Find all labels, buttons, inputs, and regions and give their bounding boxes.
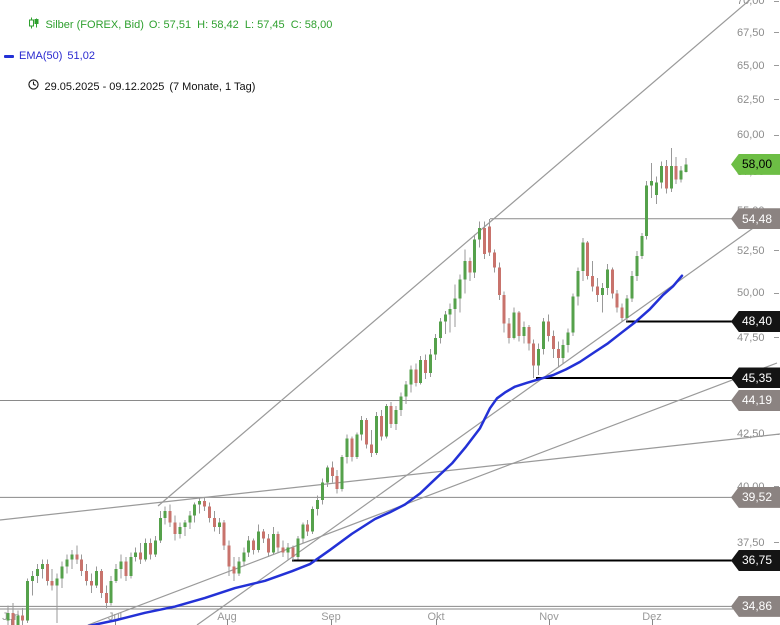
axis-tick-dash [774,0,779,2]
ema-value: 51,02 [67,50,95,62]
clock-icon [4,64,40,110]
month-tick [652,619,653,625]
date-range: 29.05.2025 - 09.12.2025 [44,80,165,93]
axis-tick-dash [774,542,779,544]
month-label: Nov [539,611,559,623]
instrument-row: Silber (FOREX, Bid) O: 57,51 H: 58,42 L: … [4,2,332,49]
date-range-row: 29.05.2025 - 09.12.2025 (7 Monate, 1 Tag) [4,64,332,110]
price-axis-label: 70,00 [737,0,779,8]
ema-row: EMA(50) 51,02 [4,49,332,64]
current-price-tag: 58,00 [731,153,780,175]
level-price-tag: 45,35 [731,367,780,389]
axis-tick-dash [774,32,779,34]
level-price-tag: 44,19 [731,389,780,411]
price-axis-label: 47,50 [737,331,779,345]
level-price-tag: 34,86 [731,595,780,617]
price-axis-label: 67,50 [737,26,779,40]
month-tick [331,619,332,625]
price-axis-label: 37,50 [737,536,779,550]
month-label: Aug [217,611,237,623]
level-price-tag: 36,75 [731,549,780,571]
instrument-label: Silber (FOREX, Bid) [45,19,144,31]
price-axis-label: 50,00 [737,286,779,300]
ohlc-values: O: 57,51 H: 58,42 L: 57,45 C: 58,00 [148,19,333,31]
month-label: Sep [321,611,341,623]
axis-tick-dash [774,292,779,294]
ema-swatch-icon [4,55,14,58]
price-axis-label: 60,00 [737,128,779,142]
axis-tick-dash [774,65,779,67]
ema-label: EMA(50) [19,50,63,62]
level-price-tag: 39,52 [731,486,780,508]
level-price-tag: 54,48 [731,208,780,230]
month-tick [549,619,550,625]
month-tick [227,619,228,625]
chart-legend: Silber (FOREX, Bid) O: 57,51 H: 58,42 L: … [4,2,332,110]
axis-tick-dash [774,250,779,252]
month-tick [436,619,437,625]
axis-tick-dash [774,99,779,101]
period-info: (7 Monate, 1 Tag) [169,80,256,93]
price-axis-label: 62,50 [737,93,779,107]
candlestick-icon [4,2,40,49]
axis-tick-dash [774,134,779,136]
month-label: Dez [642,611,662,623]
level-price-tag: 48,40 [731,310,780,332]
price-axis-label: 65,00 [737,59,779,73]
axis-tick-dash [774,337,779,339]
month-tick [115,619,116,625]
price-axis-label: 52,50 [737,244,779,258]
month-label: Okt [427,611,445,623]
